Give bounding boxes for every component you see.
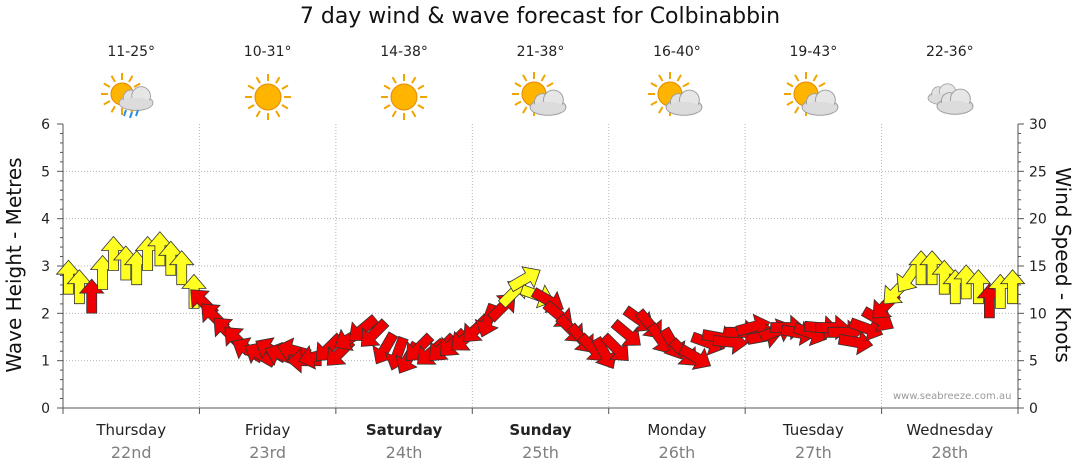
left-tick-label: 1 — [41, 354, 50, 370]
sun-cloud-icon — [642, 72, 712, 122]
day-date: 23rd — [249, 443, 287, 462]
sun-icon — [369, 72, 439, 122]
sun-icon — [233, 72, 303, 122]
day-temp-range: 22-36° — [925, 44, 974, 60]
day-name: Monday — [647, 421, 707, 439]
day-date: 28th — [931, 443, 969, 462]
day-date: 25th — [522, 443, 559, 462]
left-axis-label: Wave Height - Metres — [2, 157, 26, 373]
sun-cloud-icon — [506, 72, 576, 122]
left-tick-label: 5 — [41, 164, 50, 180]
day-name: Friday — [244, 421, 291, 439]
wind-arrow — [999, 269, 1026, 305]
day-name: Saturday — [365, 421, 443, 439]
day-date: 27th — [794, 443, 832, 462]
day-name: Wednesday — [906, 421, 994, 439]
day-temp-range: 10-31° — [243, 44, 292, 60]
day-temp-range: 16-40° — [653, 44, 701, 60]
credit-text: www.seabreeze.com.au — [893, 391, 1012, 402]
day-name: Thursday — [96, 421, 167, 439]
left-tick-label: 2 — [41, 306, 50, 322]
day-temp-range: 11-25° — [107, 44, 156, 60]
wind-arrow — [168, 250, 195, 286]
right-tick-label: 15 — [1029, 259, 1047, 275]
day-temp-range: 14-38° — [380, 44, 428, 60]
left-tick-label: 3 — [41, 259, 50, 275]
wind-arrow — [678, 344, 712, 370]
day-date: 24th — [385, 443, 423, 462]
right-tick-label: 30 — [1029, 117, 1047, 133]
left-tick-label: 4 — [41, 212, 50, 228]
day-temp-range: 19-43° — [789, 44, 838, 60]
right-tick-label: 5 — [1029, 354, 1038, 370]
wind-arrow — [507, 266, 541, 293]
sun-cloud-rain-icon — [96, 72, 166, 122]
left-tick-label: 0 — [41, 401, 50, 417]
right-axis-label: Wind Speed - Knots — [1051, 167, 1075, 363]
day-name: Sunday — [509, 421, 572, 439]
day-date: 22nd — [110, 443, 152, 462]
chart-title: 7 day wind & wave forecast for Colbinabb… — [299, 4, 781, 29]
day-name: Tuesday — [782, 421, 844, 439]
wind-arrow — [360, 318, 390, 347]
wind-arrow — [610, 318, 641, 346]
sun-cloud-icon — [778, 72, 848, 122]
right-tick-label: 25 — [1029, 164, 1047, 180]
right-tick-label: 20 — [1029, 212, 1047, 228]
right-tick-label: 10 — [1029, 306, 1047, 322]
day-date: 26th — [658, 443, 696, 462]
right-tick-label: 0 — [1029, 401, 1038, 417]
cloud-icon — [915, 72, 985, 122]
day-temp-range: 21-38° — [516, 44, 565, 60]
left-tick-label: 6 — [41, 117, 50, 133]
